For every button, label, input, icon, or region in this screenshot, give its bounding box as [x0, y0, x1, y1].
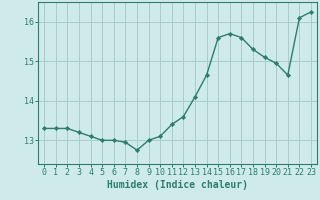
X-axis label: Humidex (Indice chaleur): Humidex (Indice chaleur) — [107, 180, 248, 190]
